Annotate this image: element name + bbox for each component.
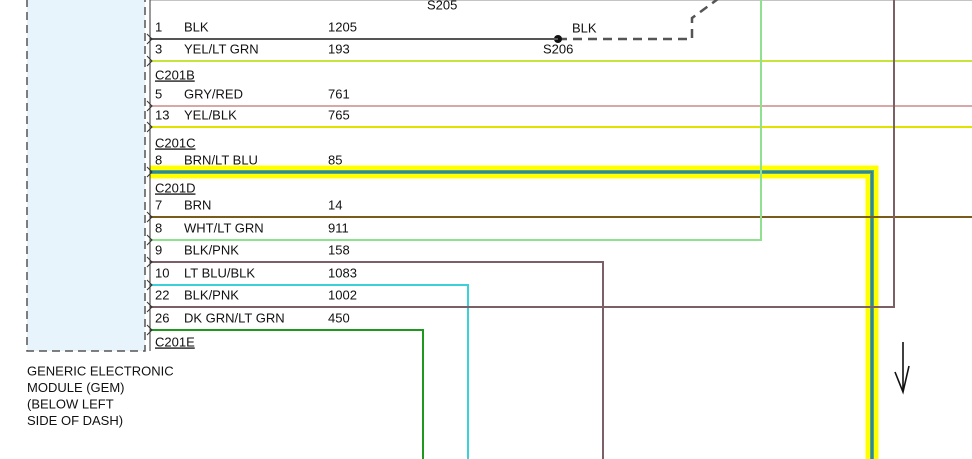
circuit-number: 1002 <box>328 287 357 302</box>
module-label: (BELOW LEFT <box>27 396 114 411</box>
wire-color: YEL/LT GRN <box>184 41 259 56</box>
pin-number: 7 <box>155 197 162 212</box>
pin-number: 13 <box>155 107 169 122</box>
wire-color: WHT/LT GRN <box>184 220 264 235</box>
circuit-number: 14 <box>328 197 342 212</box>
pin-number: 26 <box>155 310 169 325</box>
wire-color: BLK/PNK <box>184 242 239 257</box>
pin-terminal <box>146 55 153 67</box>
wire-color-label: BLK <box>572 20 597 35</box>
circuit-number: 1205 <box>328 19 357 34</box>
pin-terminal <box>146 301 153 313</box>
wire <box>150 329 424 459</box>
connector-label: C201E <box>155 334 195 349</box>
circuit-number: 450 <box>328 310 350 325</box>
pin-number: 8 <box>155 152 162 167</box>
splice-label: S206 <box>543 41 573 56</box>
pin-number: 9 <box>155 242 162 257</box>
wire-color: BLK/PNK <box>184 287 239 302</box>
pin-terminal <box>146 33 153 45</box>
pin-number: 3 <box>155 41 162 56</box>
pin-number: 8 <box>155 220 162 235</box>
wire-color: LT BLU/BLK <box>184 265 255 280</box>
pin-number: 5 <box>155 86 162 101</box>
pin-terminal <box>146 211 153 223</box>
pin-terminal <box>146 256 153 268</box>
wire <box>150 261 604 459</box>
splice-label: S205 <box>427 0 457 12</box>
connector-label: C201D <box>155 180 195 195</box>
module-label: SIDE OF DASH) <box>27 413 123 428</box>
wire-color: BLK <box>184 19 209 34</box>
circuit-number: 158 <box>328 242 350 257</box>
wire <box>150 0 895 308</box>
wire-color: BRN <box>184 197 211 212</box>
connector-label: C201B <box>155 67 195 82</box>
circuit-number: 1083 <box>328 265 357 280</box>
pin-number: 1 <box>155 19 162 34</box>
module-label: GENERIC ELECTRONIC <box>27 363 174 378</box>
pin-terminal <box>146 279 153 291</box>
circuit-number: 193 <box>328 41 350 56</box>
circuit-number: 761 <box>328 86 350 101</box>
pin-terminal <box>146 121 153 133</box>
pin-number: 22 <box>155 287 169 302</box>
circuit-number: 85 <box>328 152 342 167</box>
wire <box>150 171 873 459</box>
dashed-wire <box>558 0 719 41</box>
wire-color: BRN/LT BLU <box>184 152 258 167</box>
wire-color: GRY/RED <box>184 86 243 101</box>
module-label: MODULE (GEM) <box>27 380 125 395</box>
wire-color: YEL/BLK <box>184 107 237 122</box>
wire-color: DK GRN/LT GRN <box>184 310 285 325</box>
pin-terminal <box>146 166 153 178</box>
wire <box>150 284 469 459</box>
connector-label: C201C <box>155 135 195 150</box>
direction-arrow <box>894 342 910 395</box>
pin-terminal <box>146 324 153 336</box>
module-box <box>26 0 146 352</box>
wire <box>150 0 762 241</box>
pin-terminal <box>146 234 153 246</box>
pin-number: 10 <box>155 265 169 280</box>
circuit-number: 911 <box>328 220 349 235</box>
circuit-number: 765 <box>328 107 350 122</box>
pin-terminal <box>146 100 153 112</box>
